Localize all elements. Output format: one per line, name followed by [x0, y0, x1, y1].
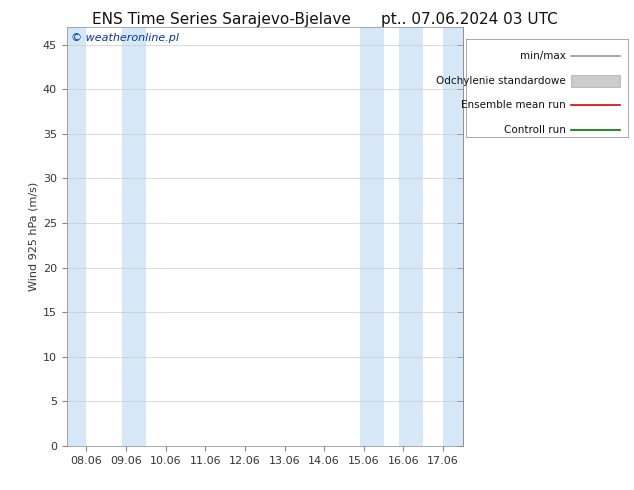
Text: Ensemble mean run: Ensemble mean run — [462, 100, 566, 110]
Y-axis label: Wind 925 hPa (m/s): Wind 925 hPa (m/s) — [29, 182, 39, 291]
Bar — [122, 27, 146, 446]
Bar — [67, 27, 86, 446]
Text: © weatheronline.pl: © weatheronline.pl — [70, 33, 179, 43]
Bar — [399, 27, 424, 446]
Text: Controll run: Controll run — [505, 125, 566, 135]
Bar — [443, 27, 463, 446]
Bar — [360, 27, 384, 446]
Text: min/max: min/max — [521, 51, 566, 61]
Text: pt.. 07.06.2024 03 UTC: pt.. 07.06.2024 03 UTC — [381, 12, 557, 27]
Text: ENS Time Series Sarajevo-Bjelave: ENS Time Series Sarajevo-Bjelave — [93, 12, 351, 27]
FancyBboxPatch shape — [571, 75, 619, 87]
Text: Odchylenie standardowe: Odchylenie standardowe — [436, 76, 566, 86]
